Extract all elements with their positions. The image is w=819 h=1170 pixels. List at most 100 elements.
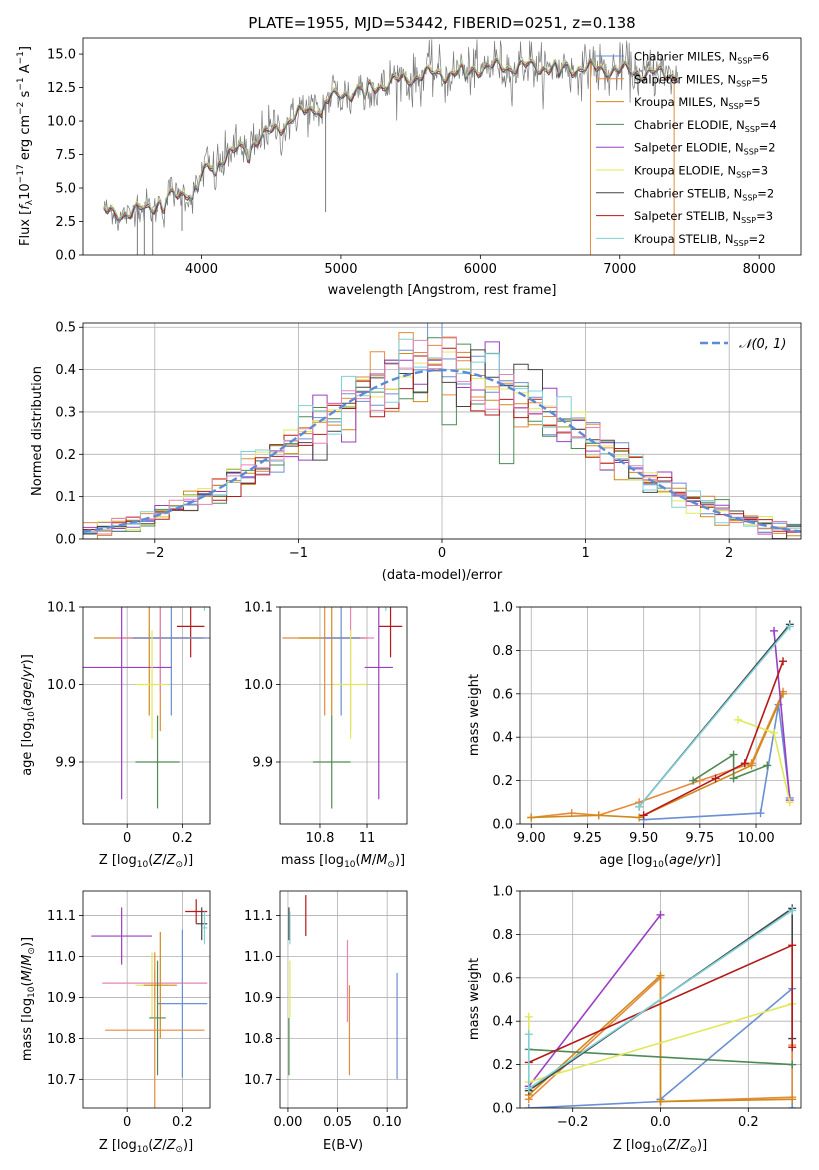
plus-marker [729, 774, 738, 783]
plus-marker [785, 798, 794, 807]
errorbar-point [196, 907, 208, 941]
y-tick-label: 0.2 [492, 774, 513, 789]
x-tick-label: 11 [359, 831, 376, 846]
y-tick-label: 10.8 [244, 1032, 273, 1047]
x-tick-label: 8000 [743, 262, 776, 277]
y-tick-label: 7.5 [55, 148, 76, 163]
y-tick-label: 1.0 [492, 885, 513, 900]
x-tick-label: 0.0 [650, 1115, 671, 1130]
y-tick-label: 0.0 [55, 249, 76, 264]
x-tick-label: −0.2 [557, 1115, 589, 1130]
plus-marker [695, 776, 704, 785]
residual-ylabel: Normed distribution [30, 366, 45, 496]
errorbar-point [312, 715, 351, 809]
y-tick-label: 12.5 [47, 81, 76, 96]
y-tick-label: 0.8 [492, 928, 513, 943]
x-tick-label: 10.00 [737, 831, 774, 846]
y-tick-label: 0.0 [55, 533, 76, 548]
weight-vs-age-xlabel: age [log10(age/yr)] [599, 853, 721, 870]
x-tick-label: 7000 [603, 262, 636, 277]
age-vs-metallicity-xlabel: Z [log10(Z/Z⊙)] [99, 853, 193, 870]
weight-vs-age-panel: 9.00 9.25 9.50 9.75 10.000.00.20.40.60.81.0 … [467, 601, 802, 870]
errorbar-point [135, 715, 180, 809]
x-tick-label: −2 [145, 546, 164, 561]
mass-weight-line [638, 625, 791, 808]
plus-marker [656, 971, 665, 980]
weight-vs-age-frame [519, 606, 802, 825]
plus-marker [756, 809, 765, 818]
plus-marker [763, 761, 772, 770]
errorbar-point [176, 607, 205, 658]
errorbar-point [378, 607, 403, 658]
residual-xlabel: (data-model)/error [382, 568, 503, 583]
x-tick-label: 0.05 [323, 1115, 352, 1130]
plus-marker [788, 906, 797, 915]
y-tick-label: 10.7 [244, 1073, 273, 1088]
histogram-step-line [83, 336, 801, 535]
spectrum-title: PLATE=1955, MJD=53442, FIBERID=0251, z=0… [248, 14, 635, 32]
plus-marker [788, 1104, 797, 1108]
y-tick-label: 0.1 [55, 490, 76, 505]
x-tick-label: 2 [725, 546, 733, 561]
y-tick-label: 5.0 [55, 182, 76, 197]
x-tick-label: 0.2 [172, 1115, 193, 1130]
legend-label: 𝒩(0, 1) [739, 337, 786, 352]
plus-marker [524, 1084, 533, 1093]
y-tick-label: 0.4 [492, 731, 513, 746]
errorbar-point [185, 899, 208, 924]
legend-label: Salpeter MILES, NSSP=5 [634, 72, 768, 88]
plus-marker [788, 941, 797, 950]
mass-vs-metallicity-xlabel: Z [log10(Z/Z⊙)] [99, 1138, 193, 1155]
x-tick-label: 0 [123, 1115, 131, 1130]
plus-marker [747, 761, 756, 770]
legend-label: Chabrier ELODIE, NSSP=4 [634, 118, 777, 134]
spectrum-model-line [103, 57, 679, 220]
plus-marker [524, 1030, 533, 1039]
x-tick-label: 6000 [464, 262, 497, 277]
y-tick-label: 0.6 [492, 971, 513, 986]
age-vs-metallicity-panel: 0 0.2 9.9 10.0 10.1 Z [log10(Z/Z⊙)] age [log… [20, 601, 211, 870]
age-vs-metallicity-ylabel: age [log10(age/yr)] [20, 654, 37, 776]
weight-vs-age-ylabel: mass weight [467, 674, 482, 756]
x-tick-label: 0.2 [172, 831, 193, 846]
weight-vs-metallicity-ylabel: mass weight [467, 958, 482, 1040]
errorbar-point [149, 960, 166, 1076]
y-tick-label: 0.2 [55, 448, 76, 463]
legend-label: Chabrier MILES, NSSP=6 [634, 50, 769, 66]
y-tick-label: 9.9 [55, 756, 76, 771]
weight-vs-metallicity-panel: −0.2 0.0 0.2 0.0 0.2 0.4 0.6 0.8 1.0 Z [log10(Z/… [467, 885, 802, 1155]
normal-curve [83, 368, 801, 533]
x-tick-label: 0 [438, 546, 446, 561]
x-tick-label: 0 [123, 831, 131, 846]
x-tick-label: 10.8 [306, 831, 335, 846]
x-tick-label: 5000 [324, 262, 357, 277]
residual-histogram-panel: −2 −1 0 1 2 0.0 0.1 0.2 0.3 0.4 0.5 (data-model)/e… [30, 321, 802, 583]
errorbar-point [105, 952, 205, 1108]
errorbar-point [83, 607, 172, 800]
errorbar-point [135, 630, 169, 739]
legend-label: Kroupa STELIB, NSSP=2 [634, 232, 765, 248]
weight-vs-metallicity-xlabel: Z [log10(Z/Z⊙)] [613, 1138, 707, 1155]
x-tick-label: 9.25 [573, 831, 602, 846]
errorbar-point [143, 931, 177, 1039]
y-tick-label: 15.0 [47, 48, 76, 63]
plus-marker [524, 1012, 533, 1021]
errorbar-point [334, 630, 368, 739]
errorbar-point [201, 911, 208, 945]
y-tick-label: 10.9 [244, 991, 273, 1006]
y-tick-label: 0.8 [492, 644, 513, 659]
plus-marker [689, 776, 698, 785]
legend-label: Kroupa ELODIE, NSSP=3 [634, 164, 768, 180]
mass-weight-line [528, 973, 793, 1103]
age-vs-metallicity-frame [82, 606, 211, 825]
y-tick-label: 0.4 [492, 1015, 513, 1030]
mass-weight-line [643, 704, 791, 821]
y-tick-label: 2.5 [55, 215, 76, 230]
plus-marker [788, 1095, 797, 1104]
errorbar-point [157, 929, 208, 1078]
plus-marker [734, 715, 743, 724]
y-tick-label: 0.3 [55, 405, 76, 420]
y-tick-label: 0.6 [492, 687, 513, 702]
